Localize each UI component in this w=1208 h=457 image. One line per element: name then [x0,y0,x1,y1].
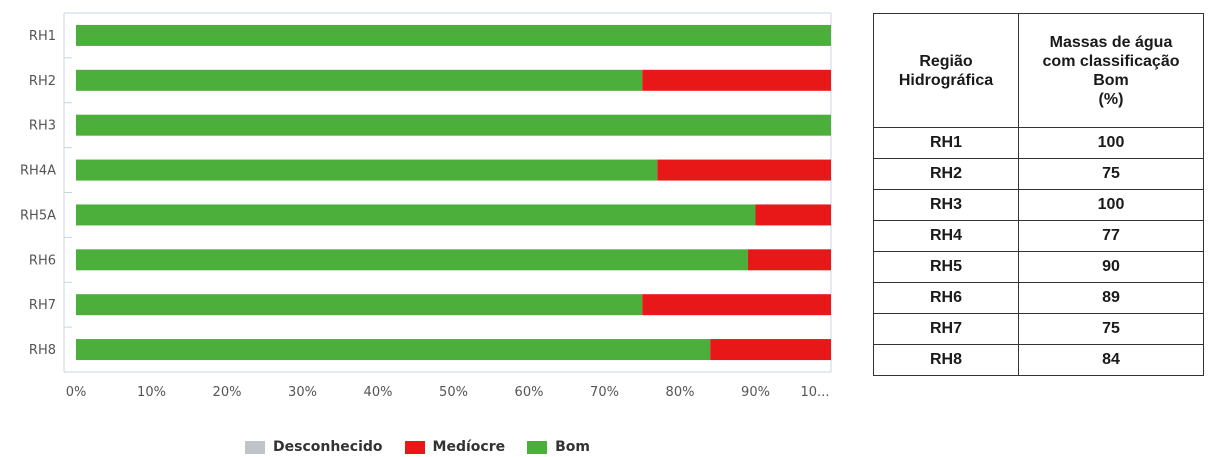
value-cell: 75 [1018,158,1204,190]
table-row: RH5 90 [873,251,1204,283]
y-tick-label: RH2 [29,74,56,89]
bar-rh8-mediocre [710,339,831,361]
table-row: RH6 89 [873,282,1204,314]
value-cell: 84 [1018,344,1204,376]
bar-rh3-bom [76,114,831,136]
table-row: RH8 84 [873,344,1204,376]
bar-rh1-bom [76,24,831,46]
x-tick-label: 70% [590,385,619,400]
region-cell: RH6 [873,282,1019,314]
bar-rh8-bom [76,339,711,361]
legend-item-mediocre[interactable]: Medíocre [404,439,506,455]
value-cell: 100 [1018,127,1204,159]
table-row: RH3 100 [873,189,1204,221]
y-tick-label: RH5A [20,208,56,223]
x-tick-label: 10% [137,385,166,400]
x-tick-label: 40% [364,385,393,400]
header-value-line: (%) [1098,90,1124,108]
region-cell: RH8 [873,344,1019,376]
stacked-bar-chart: RH1 RH2 RH3 RH4A RH5A RH6 RH7 RH8 0% 10% 20% 30% 40%… [20,12,832,400]
legend-swatch-mediocre [404,440,425,454]
bar-rh7-bom [76,294,643,316]
region-cell: RH3 [873,189,1019,221]
x-tick-label: 90% [741,385,770,400]
bar-rh4a-bom [76,159,658,181]
legend-label-mediocre: Medíocre [432,439,506,455]
legend-item-bom[interactable]: Bom [527,439,590,455]
x-tick-label: 0% [66,385,87,400]
region-cell: RH4 [873,220,1019,252]
region-cell: RH2 [873,158,1019,190]
bar-rh7-mediocre [642,294,831,316]
legend-item-desconhecido[interactable]: Desconhecido [245,439,383,455]
bar-rh6-mediocre [747,249,831,271]
header-value-line: Massas de água [1049,33,1173,51]
legend-swatch-bom [527,440,548,454]
x-tick-label: 50% [439,385,468,400]
summary-table: Região Hidrográfica Massas de água com c… [873,13,1204,376]
table-row: RH1 100 [873,127,1204,159]
x-tick-label: 30% [288,385,317,400]
x-tick-label: 20% [213,385,242,400]
y-tick-label: RH3 [29,119,56,134]
header-region: Região Hidrográfica [873,13,1019,128]
legend-label-bom: Bom [555,439,591,455]
bar-rh5a-bom [76,204,756,226]
chart-legend: Desconhecido Medíocre Bom [245,437,590,457]
table-row: RH2 75 [873,158,1204,190]
x-tick-label: 80% [666,385,695,400]
x-tick-label: 10... [801,385,830,400]
table-row: RH7 75 [873,313,1204,345]
bar-rh6-bom [76,249,748,271]
table-header-row: Região Hidrográfica Massas de água com c… [873,13,1204,128]
value-cell: 75 [1018,313,1204,345]
legend-label-desconhecido: Desconhecido [273,439,383,455]
y-tick-label: RH4A [20,164,56,179]
region-cell: RH1 [873,127,1019,159]
value-cell: 89 [1018,282,1204,314]
value-cell: 77 [1018,220,1204,252]
legend-swatch-desconhecido [245,440,265,454]
region-cell: RH7 [873,313,1019,345]
value-cell: 100 [1018,189,1204,221]
header-value-line: Bom [1093,71,1129,89]
y-tick-label: RH8 [29,343,56,358]
header-region-line: Hidrográfica [898,71,994,89]
bar-rh2-mediocre [642,69,831,91]
y-tick-label: RH1 [29,29,56,44]
header-value-line: com classificação [1042,52,1180,70]
table-row: RH4 77 [873,220,1204,252]
value-cell: 90 [1018,251,1204,283]
y-tick-label: RH6 [29,253,56,268]
bar-rh5a-mediocre [755,204,831,226]
bar-rh4a-mediocre [657,159,831,181]
x-tick-label: 60% [515,385,544,400]
y-tick-label: RH7 [29,298,56,313]
header-region-line: Região [919,52,973,70]
header-value: Massas de água com classificação Bom (%) [1018,13,1204,128]
region-cell: RH5 [873,251,1019,283]
bar-rh2-bom [76,69,643,91]
